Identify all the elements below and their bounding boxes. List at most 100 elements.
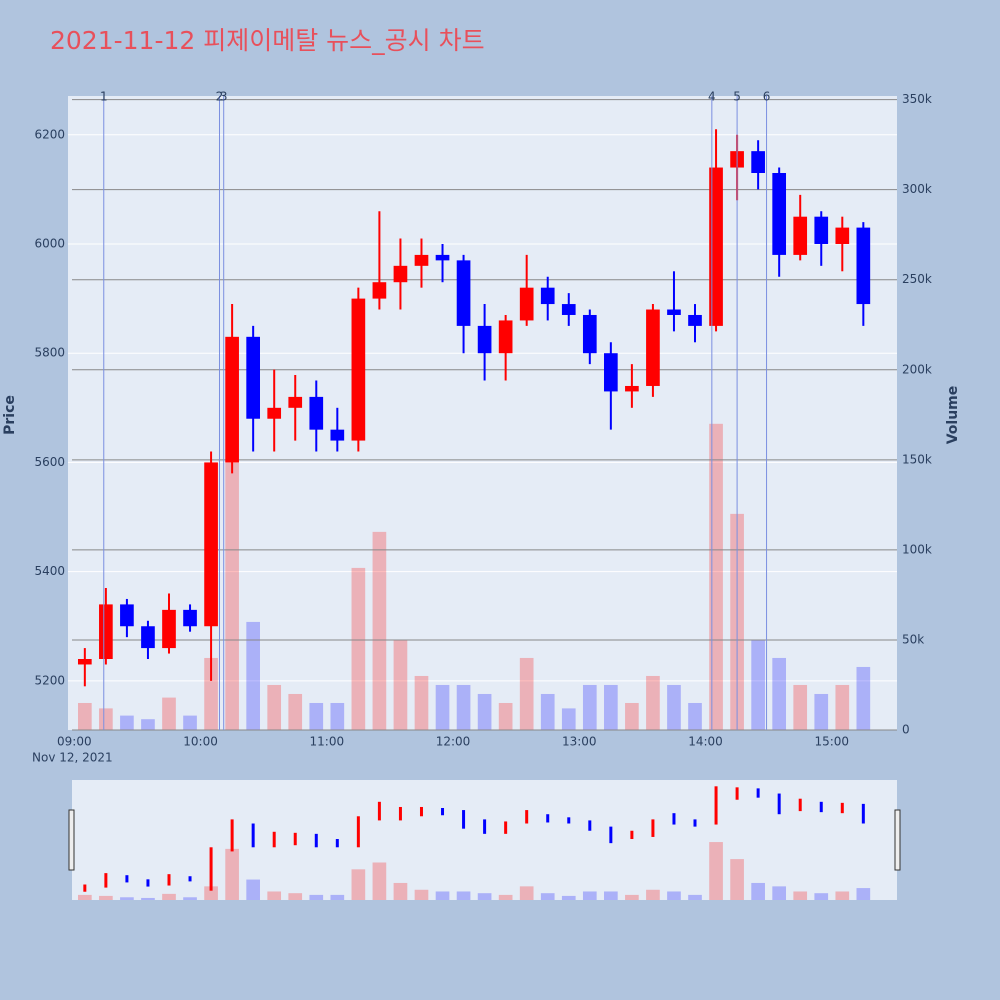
candle-body xyxy=(183,609,197,627)
candle-body xyxy=(751,151,765,173)
mini-volume-bar xyxy=(519,886,534,900)
mini-volume-bar xyxy=(393,882,408,900)
mini-volume-bar xyxy=(646,889,660,900)
candle-body xyxy=(393,265,408,283)
volume-bar xyxy=(793,684,808,730)
range-slider[interactable] xyxy=(72,780,897,900)
y-tick-label: 5400 xyxy=(34,564,65,578)
slider-handle[interactable] xyxy=(894,809,901,871)
mini-volume-bar xyxy=(625,894,639,900)
y2-axis-title: Volume xyxy=(945,386,961,445)
mini-volume-bar xyxy=(667,891,681,900)
volume-bar xyxy=(835,684,850,730)
volume-bar xyxy=(582,684,597,730)
mini-volume-bar xyxy=(835,891,850,900)
candle-body xyxy=(120,604,134,627)
y-tick-label: 5800 xyxy=(34,346,65,360)
slider-handle[interactable] xyxy=(68,809,75,871)
candle-body xyxy=(267,407,282,419)
volume-bar xyxy=(309,702,324,730)
y2-tick-label: 50k xyxy=(902,632,924,646)
mini-volume-bar xyxy=(856,888,871,900)
mini-volume-bar xyxy=(162,893,176,900)
mini-volume-bar xyxy=(688,894,702,900)
y-axis-title: Price xyxy=(2,395,18,435)
volume-bar xyxy=(414,675,429,730)
candle-body xyxy=(204,462,218,627)
candle-body xyxy=(856,227,871,305)
volume-bar xyxy=(120,715,134,730)
candle-body xyxy=(667,309,681,315)
mini-volume-bar xyxy=(141,897,155,900)
volume-bar xyxy=(267,684,282,730)
volume-bar xyxy=(814,693,829,730)
volume-bar xyxy=(477,693,492,730)
volume-bar xyxy=(498,702,513,730)
event-label: 5 xyxy=(733,90,741,104)
volume-bar xyxy=(604,684,618,730)
volume-bar xyxy=(435,684,450,730)
volume-bar xyxy=(99,708,113,730)
candle-body xyxy=(793,216,808,255)
x-tick-label: 15:00 xyxy=(814,735,849,749)
y-tick-label: 5600 xyxy=(34,455,65,469)
mini-volume-bar xyxy=(540,893,555,900)
volume-bar xyxy=(688,702,702,730)
x-tick-label: 13:00 xyxy=(562,735,597,749)
mini-volume-bar xyxy=(456,891,471,900)
chart-title: 2021-11-12 피제이메탈 뉴스_공시 차트 xyxy=(50,26,485,55)
candle-body xyxy=(814,216,829,244)
volume-bar xyxy=(540,693,555,730)
y2-tick-label: 250k xyxy=(902,272,932,286)
y2-tick-label: 100k xyxy=(902,542,932,556)
mini-volume-bar xyxy=(330,894,345,900)
candle-body xyxy=(709,167,723,326)
candle-body xyxy=(498,320,513,354)
candle-body xyxy=(604,353,618,392)
x-tick-label: 11:00 xyxy=(310,735,345,749)
volume-bar xyxy=(393,639,408,730)
x-tick-label: 10:00 xyxy=(183,735,218,749)
mini-volume-bar xyxy=(477,893,492,900)
candle-body xyxy=(772,172,787,255)
mini-volume-bar xyxy=(246,879,260,900)
volume-bar xyxy=(646,675,660,730)
candle-body xyxy=(141,626,155,649)
volume-bar xyxy=(162,697,176,730)
x-tick-label: 12:00 xyxy=(436,735,471,749)
candle-body xyxy=(288,396,303,408)
candle-body xyxy=(688,314,702,326)
y2-tick-label: 300k xyxy=(902,182,932,196)
volume-bar xyxy=(772,657,787,730)
candle-body xyxy=(162,609,176,649)
candle-body xyxy=(372,282,387,299)
volume-bar xyxy=(456,684,471,730)
candle-body xyxy=(456,260,471,326)
mini-volume-bar xyxy=(793,891,808,900)
candle-body xyxy=(351,298,366,441)
candle-body xyxy=(435,254,450,261)
mini-volume-bar xyxy=(561,895,576,900)
mini-volume-bar xyxy=(225,848,239,900)
candle-body xyxy=(309,396,324,430)
mini-volume-bar xyxy=(751,882,765,900)
candle-body xyxy=(646,309,660,386)
volume-bar xyxy=(751,639,765,730)
candle-body xyxy=(477,325,492,354)
candle-body xyxy=(330,429,345,441)
y-tick-label: 6000 xyxy=(34,236,65,250)
mini-volume-bar xyxy=(582,891,597,900)
volume-bar xyxy=(204,657,218,730)
candle-body xyxy=(225,336,239,463)
mini-volume-bar xyxy=(204,886,218,900)
mini-volume-bar xyxy=(814,893,829,900)
mini-volume-bar xyxy=(99,895,113,900)
mini-volume-bar xyxy=(309,894,324,900)
candle-body xyxy=(625,385,639,392)
candle-body xyxy=(540,287,555,305)
mini-volume-bar xyxy=(351,869,366,900)
mini-volume-bar xyxy=(372,862,387,900)
y-tick-label: 5200 xyxy=(34,673,65,687)
y2-tick-label: 350k xyxy=(902,92,932,106)
